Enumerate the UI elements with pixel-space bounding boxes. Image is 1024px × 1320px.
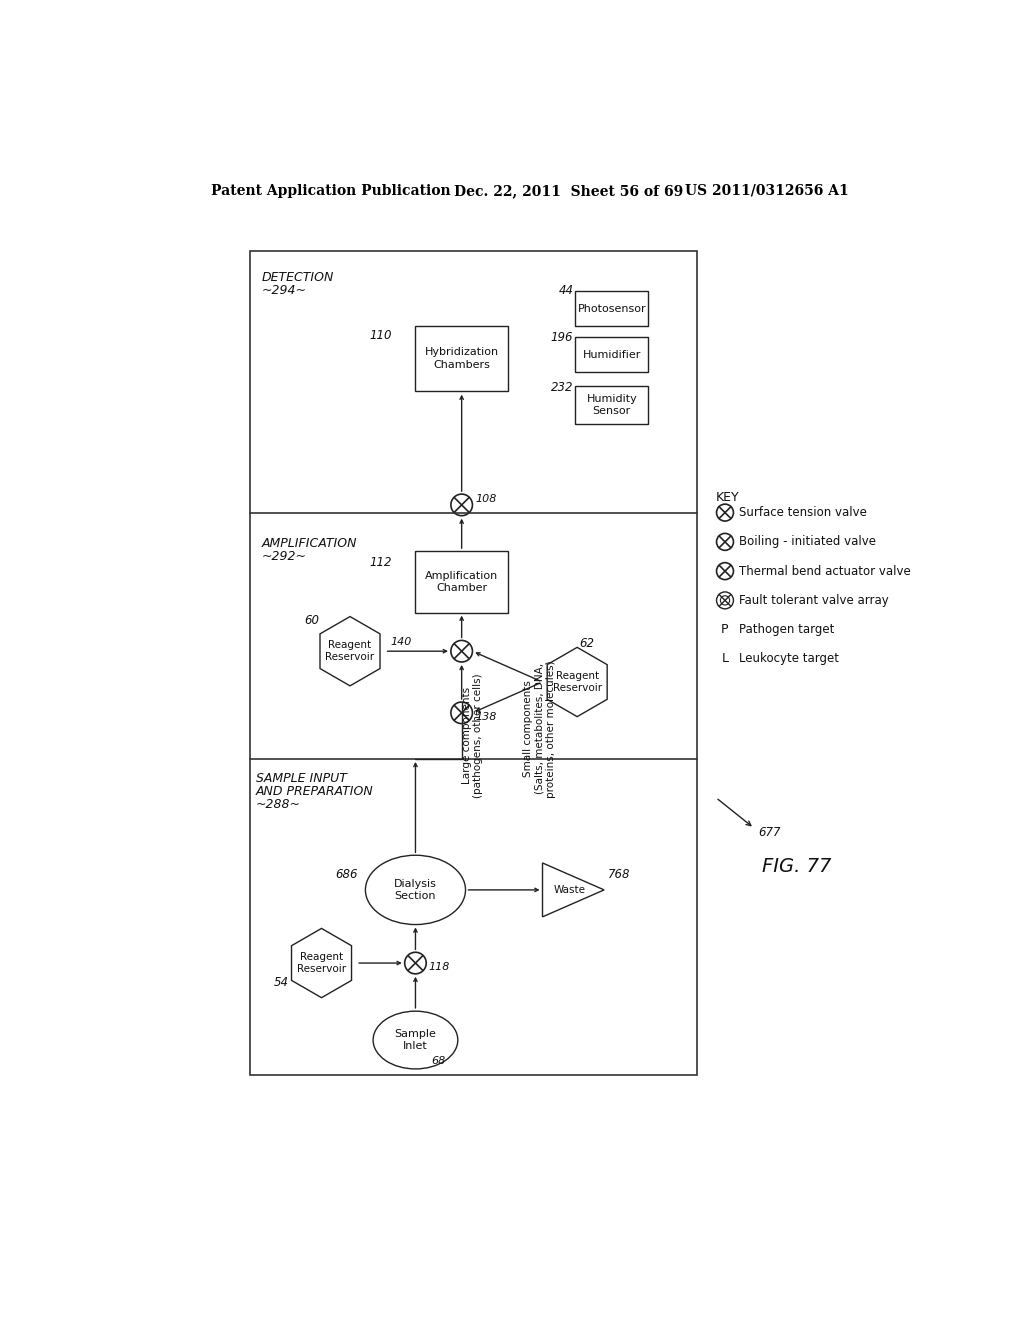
Text: Boiling - initiated valve: Boiling - initiated valve	[739, 536, 876, 548]
FancyBboxPatch shape	[416, 552, 508, 612]
Circle shape	[717, 562, 733, 579]
Text: 232: 232	[551, 381, 573, 395]
FancyBboxPatch shape	[416, 326, 508, 391]
FancyBboxPatch shape	[250, 251, 696, 1074]
Text: AND PREPARATION: AND PREPARATION	[256, 785, 374, 797]
Polygon shape	[321, 616, 380, 686]
Text: 768: 768	[608, 869, 631, 880]
Circle shape	[451, 640, 472, 663]
Text: Large components
(pathogens, other cells): Large components (pathogens, other cells…	[462, 673, 483, 797]
Text: 108: 108	[475, 494, 497, 504]
Circle shape	[451, 494, 472, 516]
Text: DETECTION: DETECTION	[261, 271, 334, 284]
Text: Patent Application Publication: Patent Application Publication	[211, 183, 451, 198]
Text: Humidifier: Humidifier	[583, 350, 641, 360]
Text: Sample
Inlet: Sample Inlet	[394, 1028, 436, 1051]
Text: L: L	[722, 652, 728, 665]
Text: Hybridization
Chambers: Hybridization Chambers	[425, 347, 499, 370]
Text: 196: 196	[551, 330, 573, 343]
Text: ~292~: ~292~	[261, 550, 306, 564]
Polygon shape	[547, 647, 607, 717]
Text: Reagent
Reservoir: Reagent Reservoir	[297, 952, 346, 974]
Polygon shape	[292, 928, 351, 998]
Circle shape	[720, 595, 730, 605]
Text: Fault tolerant valve array: Fault tolerant valve array	[739, 594, 889, 607]
Text: ~288~: ~288~	[256, 797, 301, 810]
Text: AMPLIFICATION: AMPLIFICATION	[261, 537, 357, 550]
Text: US 2011/0312656 A1: US 2011/0312656 A1	[685, 183, 849, 198]
Text: Small components
(Salts, metabolites, DNA,
proteins, other molecules): Small components (Salts, metabolites, DN…	[523, 660, 556, 797]
Text: Photosensor: Photosensor	[578, 304, 646, 314]
Text: Leukocyte target: Leukocyte target	[739, 652, 839, 665]
Circle shape	[717, 591, 733, 609]
Circle shape	[717, 533, 733, 550]
Text: KEY: KEY	[716, 491, 739, 504]
Text: 118: 118	[429, 962, 450, 972]
Text: 54: 54	[273, 975, 289, 989]
Text: Reagent
Reservoir: Reagent Reservoir	[326, 640, 375, 663]
Text: Reagent
Reservoir: Reagent Reservoir	[553, 671, 602, 693]
Text: 138: 138	[475, 711, 497, 722]
Text: Surface tension valve: Surface tension valve	[739, 506, 866, 519]
Text: Amplification
Chamber: Amplification Chamber	[425, 570, 499, 593]
Text: 44: 44	[558, 284, 573, 297]
Text: Waste: Waste	[553, 884, 586, 895]
Ellipse shape	[366, 855, 466, 924]
Text: ~294~: ~294~	[261, 284, 306, 297]
Text: 110: 110	[370, 329, 392, 342]
Polygon shape	[543, 863, 604, 917]
Circle shape	[404, 952, 426, 974]
Text: Thermal bend actuator valve: Thermal bend actuator valve	[739, 565, 910, 578]
Circle shape	[451, 702, 472, 723]
Text: 112: 112	[370, 556, 392, 569]
Text: SAMPLE INPUT: SAMPLE INPUT	[256, 772, 347, 785]
Text: 68: 68	[431, 1056, 445, 1065]
Text: FIG. 77: FIG. 77	[762, 857, 831, 876]
Ellipse shape	[373, 1011, 458, 1069]
Text: P: P	[721, 623, 729, 636]
Text: Dec. 22, 2011  Sheet 56 of 69: Dec. 22, 2011 Sheet 56 of 69	[454, 183, 683, 198]
Circle shape	[717, 504, 733, 521]
Text: 677: 677	[758, 825, 780, 838]
FancyBboxPatch shape	[575, 338, 648, 372]
FancyBboxPatch shape	[575, 385, 648, 424]
Text: Humidity
Sensor: Humidity Sensor	[587, 393, 637, 416]
Text: Dialysis
Section: Dialysis Section	[394, 879, 437, 902]
Text: 62: 62	[580, 638, 595, 649]
Text: Pathogen target: Pathogen target	[739, 623, 835, 636]
Text: 60: 60	[304, 614, 319, 627]
FancyBboxPatch shape	[575, 292, 648, 326]
Text: 686: 686	[335, 869, 357, 880]
Text: 140: 140	[390, 638, 412, 647]
